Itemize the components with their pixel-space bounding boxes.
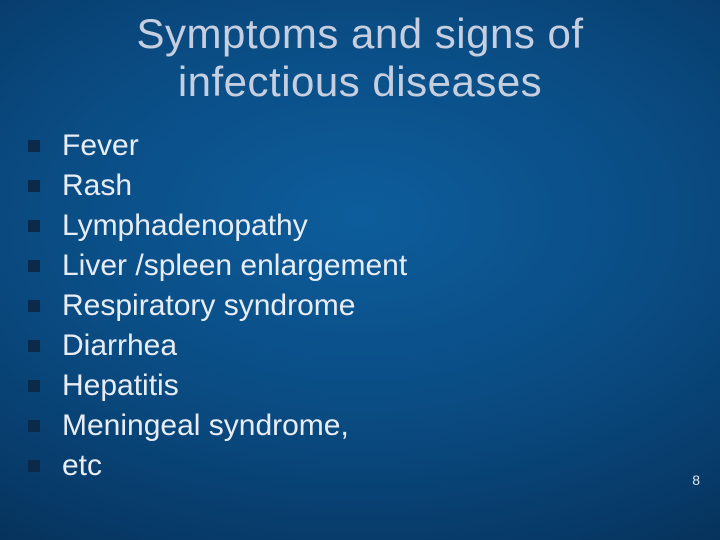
list-item: Hepatitis (28, 369, 720, 403)
list-item: Lymphadenopathy (28, 209, 720, 243)
list-item: Liver /spleen enlargement (28, 249, 720, 283)
list-item: Meningeal syndrome, (28, 409, 720, 443)
square-bullet-icon (28, 180, 40, 192)
list-item: Rash (28, 169, 720, 203)
list-item: etc (28, 449, 720, 483)
square-bullet-icon (28, 460, 40, 472)
bullet-list: Fever Rash Lymphadenopathy Liver /spleen en… (0, 129, 720, 483)
list-item-text: Diarrhea (62, 329, 177, 363)
page-number: 8 (692, 472, 700, 488)
title-line-2: infectious diseases (178, 58, 542, 105)
list-item-text: etc (62, 449, 102, 483)
list-item-text: Liver /spleen enlargement (62, 249, 407, 283)
square-bullet-icon (28, 140, 40, 152)
list-item: Respiratory syndrome (28, 289, 720, 323)
square-bullet-icon (28, 340, 40, 352)
list-item-text: Hepatitis (62, 369, 179, 403)
list-item-text: Lymphadenopathy (62, 209, 308, 243)
slide: Symptoms and signs of infectious disease… (0, 0, 720, 540)
list-item: Diarrhea (28, 329, 720, 363)
list-item-text: Respiratory syndrome (62, 289, 355, 323)
square-bullet-icon (28, 260, 40, 272)
list-item: Fever (28, 129, 720, 163)
slide-title: Symptoms and signs of infectious disease… (0, 0, 720, 107)
square-bullet-icon (28, 420, 40, 432)
list-item-text: Meningeal syndrome, (62, 409, 349, 443)
title-line-1: Symptoms and signs of (136, 10, 583, 57)
list-item-text: Rash (62, 169, 132, 203)
square-bullet-icon (28, 380, 40, 392)
square-bullet-icon (28, 300, 40, 312)
list-item-text: Fever (62, 129, 139, 163)
square-bullet-icon (28, 220, 40, 232)
